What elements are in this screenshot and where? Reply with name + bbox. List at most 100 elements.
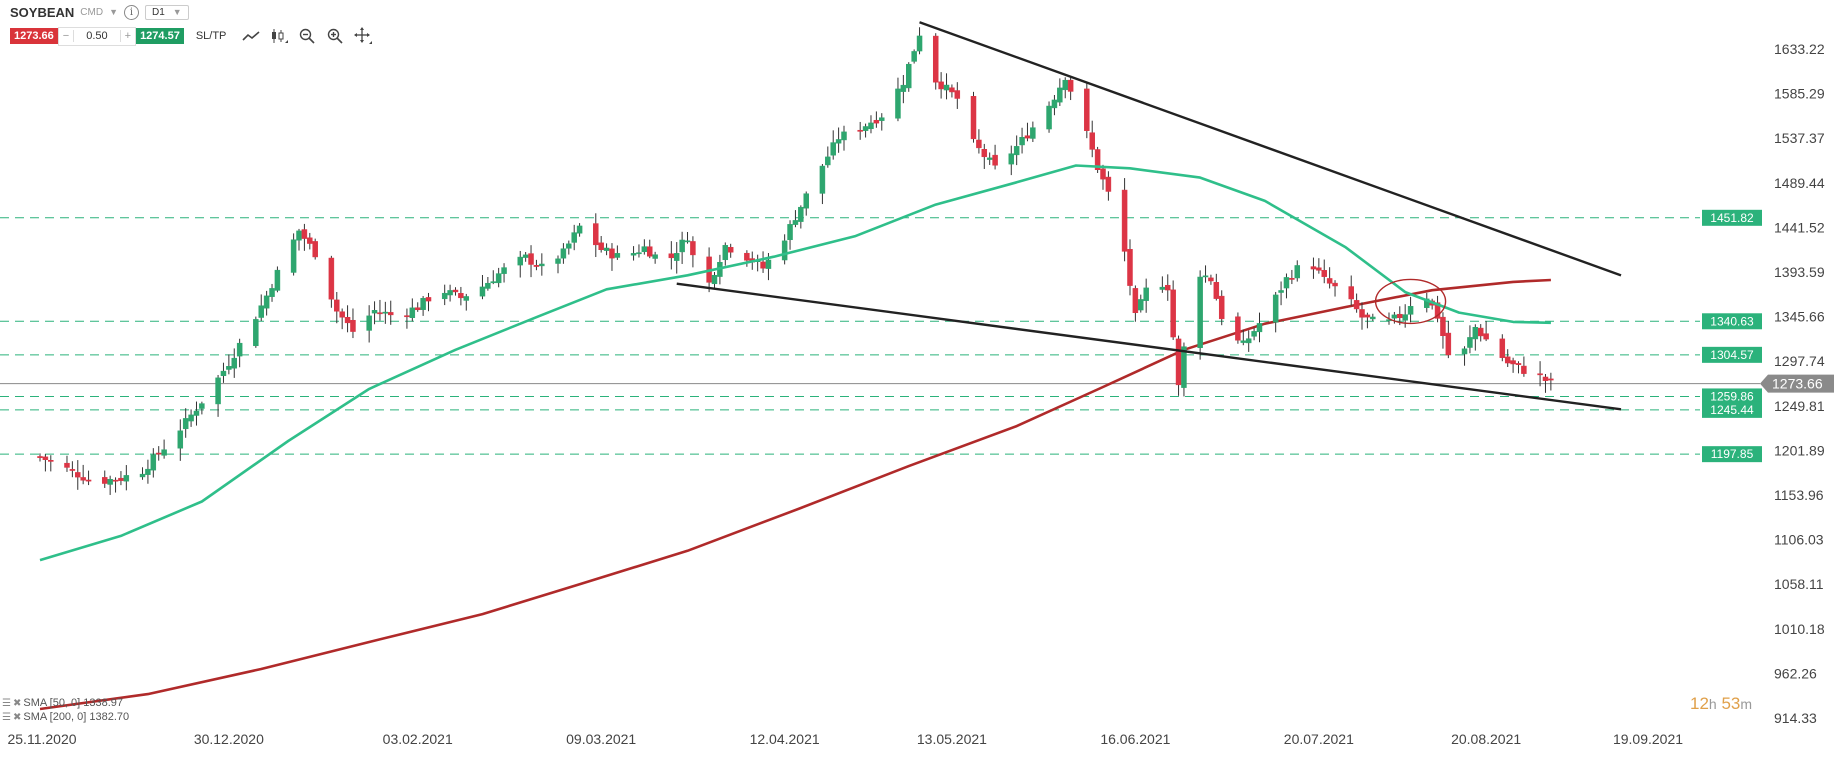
- candle-body: [868, 122, 874, 130]
- close-icon[interactable]: ✖: [12, 711, 22, 723]
- decrease-volume-button[interactable]: −: [62, 30, 70, 42]
- candlestick-icon[interactable]: [268, 27, 290, 45]
- trendline-lower[interactable]: [676, 282, 1622, 411]
- candle: [301, 223, 308, 251]
- y-tick-label: 1201.89: [1774, 442, 1825, 458]
- instrument-symbol[interactable]: SOYBEAN: [10, 4, 75, 20]
- sltp-button[interactable]: SL/TP: [195, 30, 227, 42]
- candle: [199, 401, 205, 415]
- candle-body: [722, 245, 729, 261]
- level-label: 1451.82: [1710, 211, 1754, 225]
- timer-minutes-unit: m: [1740, 696, 1753, 712]
- candle: [1510, 357, 1516, 373]
- candle: [69, 461, 76, 478]
- candle: [296, 228, 302, 251]
- sell-price-button[interactable]: 1273.66: [10, 28, 58, 44]
- sma50-series: [39, 164, 1551, 562]
- volume-input[interactable]: 0.50: [73, 30, 121, 42]
- candle: [1084, 82, 1090, 139]
- candle-body: [414, 307, 421, 311]
- candle: [177, 419, 184, 461]
- candle: [1100, 164, 1106, 190]
- candle: [485, 276, 491, 291]
- candle-body: [593, 223, 599, 246]
- candle: [366, 305, 372, 343]
- candle-body: [420, 298, 426, 310]
- candle: [258, 294, 264, 322]
- candle: [1434, 295, 1441, 323]
- candle-body: [1332, 282, 1338, 287]
- candle: [1294, 260, 1301, 282]
- timeframe-select[interactable]: D1 ▼: [145, 4, 189, 20]
- candle-body: [1062, 79, 1068, 91]
- candle-body: [916, 35, 923, 52]
- highlight-circle[interactable]: [1374, 278, 1447, 325]
- y-tick-label: 1393.59: [1774, 264, 1825, 280]
- candle: [760, 251, 766, 273]
- candle: [425, 292, 432, 312]
- candle: [253, 316, 259, 348]
- line-chart-icon[interactable]: [240, 27, 262, 45]
- y-tick-label: 1585.29: [1774, 86, 1825, 102]
- candle: [576, 223, 583, 237]
- trendline-upper[interactable]: [919, 21, 1622, 277]
- level-label-bg: [1702, 401, 1762, 418]
- candle: [673, 242, 680, 274]
- zoom-in-icon[interactable]: [324, 27, 346, 45]
- candle-body: [112, 479, 119, 482]
- zoom-out-icon[interactable]: [296, 27, 318, 45]
- volume-stepper[interactable]: − 0.50 +: [57, 26, 137, 46]
- candle-body: [1094, 149, 1101, 170]
- y-tick-label: 1153.96: [1774, 487, 1824, 503]
- candle-body: [1181, 346, 1187, 388]
- level-label: 1245.44: [1710, 403, 1754, 417]
- candle-body: [307, 237, 313, 244]
- candle-body: [1353, 300, 1360, 310]
- candle: [900, 74, 907, 104]
- candle-body: [145, 468, 151, 475]
- move-icon[interactable]: [352, 27, 374, 45]
- legend-sma50[interactable]: ☰ ✖ SMA [50, 0] 1338.97: [2, 697, 123, 709]
- candle: [1256, 312, 1263, 343]
- candle-body: [387, 312, 394, 316]
- candle-body: [954, 90, 961, 99]
- settings-icon[interactable]: ☰: [2, 711, 11, 723]
- settings-icon[interactable]: ☰: [2, 697, 11, 709]
- chart-toolbar: SOYBEAN CMD ▼ i D1 ▼ 1273.66 − 0.50 + 12…: [0, 0, 460, 48]
- candle-body: [938, 81, 944, 90]
- legend-sma200[interactable]: ☰ ✖ SMA [200, 0] 1382.70: [2, 711, 129, 723]
- candle-body: [377, 312, 383, 315]
- trendlines[interactable]: [676, 21, 1622, 411]
- candle: [1013, 135, 1020, 166]
- candle: [1370, 313, 1376, 321]
- y-tick-label: 1058.11: [1774, 576, 1824, 592]
- chevron-down-icon[interactable]: ▼: [109, 7, 118, 17]
- y-tick-label: 1537.37: [1774, 130, 1825, 146]
- candle-body: [1364, 314, 1371, 318]
- timer-hours-unit: h: [1708, 696, 1717, 712]
- candle: [652, 251, 658, 264]
- buy-price-button[interactable]: 1274.57: [136, 28, 184, 44]
- close-icon[interactable]: ✖: [12, 697, 22, 709]
- candle-body: [123, 475, 130, 482]
- candle-body: [943, 84, 950, 91]
- current-price-label: 1273.66: [1772, 376, 1823, 392]
- candle-body: [328, 257, 335, 300]
- info-icon[interactable]: i: [124, 4, 139, 20]
- candle-body: [571, 232, 577, 243]
- candle: [102, 470, 108, 488]
- candle-body: [566, 243, 572, 249]
- candle: [85, 470, 92, 486]
- increase-volume-button[interactable]: +: [124, 30, 132, 42]
- candle: [1170, 280, 1176, 340]
- candle: [139, 467, 146, 480]
- time-axis[interactable]: 25.11.2020 30.12.2020 03.02.2021 09.03.2021…: [7, 731, 1683, 747]
- highlight-ellipse[interactable]: [1374, 278, 1447, 325]
- candle-body: [792, 220, 799, 225]
- candle-body: [841, 131, 847, 141]
- candle: [954, 82, 961, 109]
- candle: [1159, 276, 1166, 293]
- candle-body: [253, 319, 259, 347]
